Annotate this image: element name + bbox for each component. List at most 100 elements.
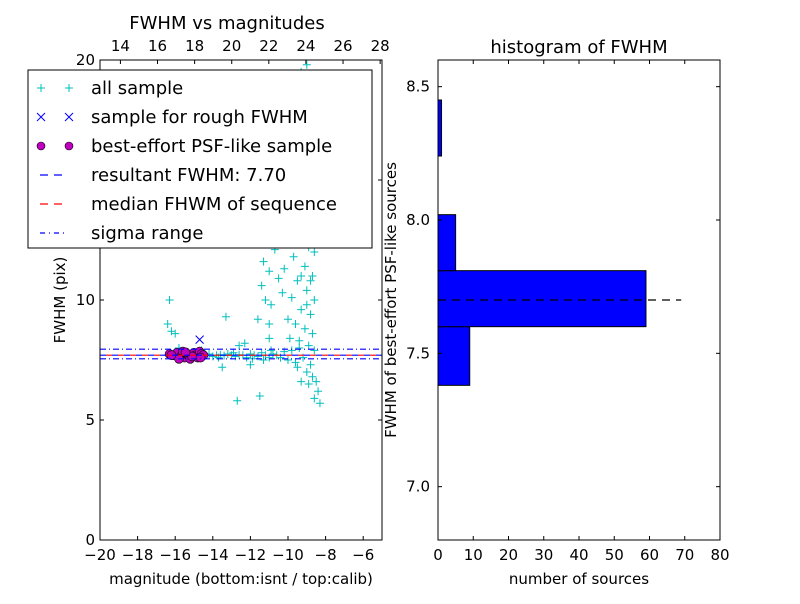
legend-label: sigma range [91,223,203,244]
y-tick-label: 20 [76,51,95,69]
x-tick-label: −8 [315,546,337,564]
all-sample-point [208,352,217,361]
histogram-xlabel: number of sources [509,570,649,588]
all-sample-point [223,350,232,358]
all-sample-point [306,276,315,285]
x-tick-label: −10 [272,546,304,564]
all-sample-point [304,341,313,350]
legend-label: median FHWM of sequence [91,194,337,215]
all-sample-point [267,346,276,355]
top-x-tick-label: 16 [148,37,167,55]
x-tick-label: 20 [499,546,518,564]
all-sample-point [246,350,255,358]
all-sample-point [312,377,321,386]
x-marker-icon [64,112,74,122]
all-sample-point [308,329,317,338]
x-tick-label: −14 [197,546,229,564]
all-sample-point [259,356,268,364]
legend-label: sample for rough FWHM [91,107,308,128]
x-tick-label: 0 [433,546,443,564]
scatter-ylabel: FWHM (pix) [51,257,69,344]
all-sample-point [287,293,296,302]
all-sample-point [255,392,264,400]
all-sample-point [302,286,311,295]
scatter-title: FWHM vs magnitudes [129,13,324,34]
top-x-tick-label: 22 [259,37,278,55]
all-sample-point [274,274,283,283]
x-tick-label: 40 [569,546,588,564]
all-sample-point [289,252,298,261]
top-x-tick-label: 24 [296,37,315,55]
all-sample-point [163,320,172,328]
all-sample-point [253,315,262,324]
all-sample-point [310,296,319,304]
all-sample-point [257,281,266,290]
x-tick-label: −18 [122,546,154,564]
all-sample-point [308,372,317,381]
x-tick-label: −12 [235,546,267,564]
all-sample-point [235,341,244,350]
all-sample-point [291,358,300,367]
top-x-tick-label: 26 [333,37,352,55]
legend-label: all sample [91,78,183,99]
all-sample-point [291,320,300,328]
all-sample-point [278,288,287,297]
histogram-bar [437,214,457,272]
x-tick-label: 70 [675,546,694,564]
all-sample-point [306,360,315,369]
histogram-panel: 0 10 20 30 40 50 60 70 80 7.0 7.5 8.0 8.5 [406,59,730,564]
x-tick-label: −20 [84,546,116,564]
histogram-bar [437,270,647,328]
all-sample-point [293,276,302,285]
all-sample-point [265,334,274,343]
all-sample-point [302,300,311,309]
y-tick-label: 8.5 [406,78,430,96]
all-sample-point [297,305,306,314]
x-tick-label: −16 [159,546,191,564]
y-tick-label: 0 [85,531,95,549]
plus-marker-icon [65,84,73,92]
top-x-tick-label: 20 [222,37,241,55]
all-sample-point [165,296,174,304]
all-sample-point [302,60,311,69]
x-tick-label: 60 [640,546,659,564]
all-sample-point [287,346,296,355]
all-sample-point [302,368,311,376]
top-x-tick-label: 28 [371,37,390,55]
y-tick-label: 8.0 [406,211,430,229]
legend-label: best-effort PSF-like sample [91,136,332,157]
all-sample-point [268,350,277,358]
circle-marker-icon [36,141,46,151]
scatter-xlabel: magnitude (bottom:isnt / top:calib) [109,570,373,588]
y-tick-label: 7.0 [406,478,430,496]
circle-marker-icon [64,141,74,151]
plus-marker-icon [37,84,45,92]
all-sample-point [171,329,180,338]
x-tick-label: 80 [710,546,729,564]
y-tick-label: 5 [85,411,95,429]
all-sample-point [293,363,302,372]
top-x-tick-label: 14 [111,37,130,55]
all-sample-point [297,377,306,386]
x-tick-label: 30 [534,546,553,564]
all-sample-point [267,300,276,309]
all-sample-point [284,356,292,364]
all-sample-point [304,380,313,388]
x-tick-label: −6 [352,546,374,564]
histogram-ylabel: FWHM of best-effort PSF-like sources [382,162,400,438]
all-sample-point [265,320,274,328]
all-sample-point [310,248,319,256]
all-sample-point [259,257,268,266]
y-tick-label: 10 [76,291,95,309]
x-tick-label: 50 [605,546,624,564]
legend: all sample sample for rough FWHM best-effo… [27,69,373,249]
all-sample-point [280,264,289,273]
top-x-tick-label: 18 [185,37,204,55]
all-sample-point [315,399,324,408]
rough-sample-point [195,335,204,344]
legend-label: resultant FWHM: 7.70 [91,165,286,186]
histogram-bar [437,99,443,157]
legend-box [27,69,373,249]
all-sample-point [295,336,304,345]
